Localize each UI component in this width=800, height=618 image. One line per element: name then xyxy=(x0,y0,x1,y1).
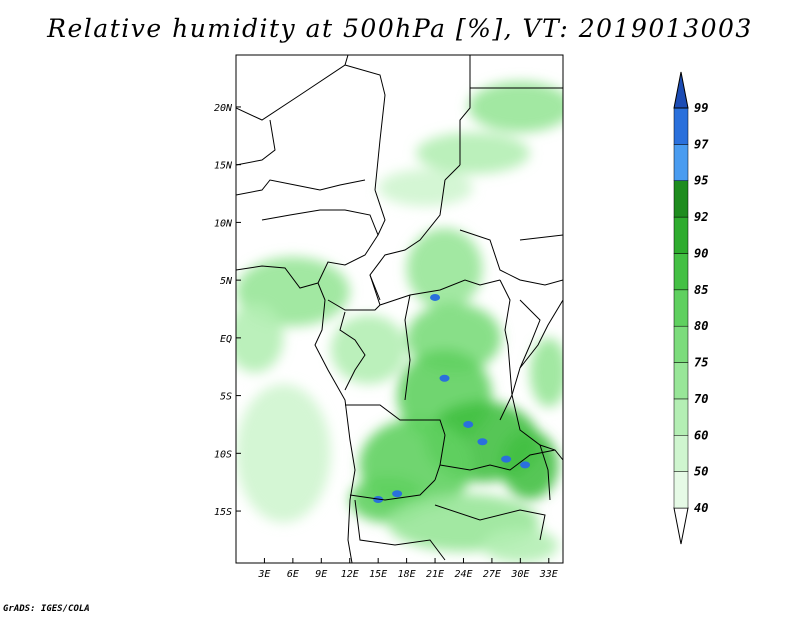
colorbar-segment xyxy=(673,180,689,218)
humidity-region-5 xyxy=(236,303,284,373)
colorbar-label: 95 xyxy=(694,174,708,188)
colorbar-label: 75 xyxy=(694,356,708,370)
border-libya xyxy=(344,64,386,191)
x-tick-label: 18E xyxy=(398,569,416,580)
x-tick-label: 6E xyxy=(287,569,299,580)
colorbar-segment xyxy=(673,471,689,509)
border-ethiopia xyxy=(519,234,563,241)
humidity-field xyxy=(236,81,563,563)
border-ssudan xyxy=(459,229,563,286)
x-tick-label: 27E xyxy=(483,569,501,580)
humidity-region-6 xyxy=(330,314,407,385)
longitude-axis: 3E 6E 9E 12E 15E 18E 21E 24E 27E 30E 33E xyxy=(257,558,558,580)
border-mali-2 xyxy=(236,119,276,166)
colorbar-arrow-low xyxy=(673,507,689,545)
colorbar-segment xyxy=(673,216,689,254)
colorbar-segment xyxy=(673,325,689,363)
colorbar-segment xyxy=(673,435,689,472)
border-malawi xyxy=(539,444,551,501)
humidity-region-15 xyxy=(482,528,559,563)
saturated-cell-4 xyxy=(501,455,512,463)
border-mali xyxy=(236,179,366,196)
humidity-region-16 xyxy=(529,337,563,408)
colorbar-segment xyxy=(673,398,689,436)
humidity-region-3 xyxy=(406,228,483,309)
border-sudan-north xyxy=(444,164,461,181)
saturated-cell-0 xyxy=(430,293,441,301)
saturated-cell-2 xyxy=(463,420,474,428)
colorbar-label: 80 xyxy=(694,319,708,333)
border-uganda xyxy=(499,279,511,346)
y-tick-label: EQ xyxy=(220,334,232,345)
border-zimbabwe xyxy=(434,504,546,541)
x-tick-label: 33E xyxy=(539,569,558,580)
border-namibia xyxy=(354,499,446,561)
latitude-axis: 20N 15N 10N 5N EQ 5S 10S 15S xyxy=(214,103,241,518)
map-title: Relative humidity at 500hPa [%], VT: 201… xyxy=(47,14,753,43)
border-north xyxy=(236,55,349,121)
colorbar-label: 40 xyxy=(694,501,708,515)
colorbar-segment xyxy=(673,144,689,181)
colorbar-label: 92 xyxy=(694,210,708,224)
border-nigeria xyxy=(261,209,379,284)
x-tick-label: 12E xyxy=(341,569,359,580)
border-chad xyxy=(374,189,386,236)
saturated-cell-6 xyxy=(392,490,403,498)
y-tick-label: 10N xyxy=(214,218,233,229)
border-tanzania xyxy=(499,344,513,421)
humidity-region-1 xyxy=(416,132,530,174)
saturated-cell-3 xyxy=(477,438,488,446)
plot-frame xyxy=(235,54,564,564)
x-tick-label: 15E xyxy=(369,569,387,580)
x-tick-label: 30E xyxy=(510,569,529,580)
y-tick-label: 10S xyxy=(214,449,232,460)
colorbar-label: 50 xyxy=(694,465,708,479)
colorbar-segment xyxy=(673,253,689,291)
x-tick-label: 24E xyxy=(454,569,472,580)
colorbar-segment xyxy=(673,362,689,400)
y-tick-label: 5N xyxy=(220,276,233,287)
coastline xyxy=(236,265,356,563)
colorbar-arrow-high xyxy=(673,71,689,109)
colorbar-segment xyxy=(673,289,689,327)
country-borders xyxy=(236,55,563,563)
border-drc-north xyxy=(404,294,411,401)
colorbar-label: 90 xyxy=(694,246,708,260)
humidity-region-2 xyxy=(378,169,473,207)
colorbar-label: 60 xyxy=(694,428,708,442)
saturated-cell-5 xyxy=(520,461,531,469)
border-cameroon xyxy=(327,299,381,311)
border-egypt xyxy=(459,55,471,165)
colorbar-segment xyxy=(673,107,689,145)
humidity-region-0 xyxy=(468,81,563,133)
saturated-cell-1 xyxy=(439,374,450,382)
border-kenya xyxy=(519,299,541,369)
colorbar: 40 50 60 70 75 80 85 90 92 95 97 99 xyxy=(673,71,709,545)
grads-credit: GrADS: IGES/COLA xyxy=(3,604,90,614)
border-angola-south xyxy=(349,479,436,501)
y-tick-label: 5S xyxy=(220,392,232,403)
border-zambia xyxy=(439,449,556,471)
colorbar-label: 85 xyxy=(694,283,708,297)
x-tick-label: 3E xyxy=(257,569,270,580)
colorbar-label: 97 xyxy=(694,137,709,151)
border-angola-drc xyxy=(345,404,446,436)
y-tick-label: 15N xyxy=(214,161,233,172)
x-tick-label: 9E xyxy=(315,569,327,580)
y-tick-label: 15S xyxy=(214,507,232,518)
x-tick-label: 21E xyxy=(426,569,444,580)
colorbar-label: 99 xyxy=(694,101,708,115)
colorbar-label: 70 xyxy=(694,392,708,406)
y-tick-label: 20N xyxy=(214,103,233,114)
border-congo xyxy=(339,311,366,391)
humidity-region-13 xyxy=(236,384,331,523)
